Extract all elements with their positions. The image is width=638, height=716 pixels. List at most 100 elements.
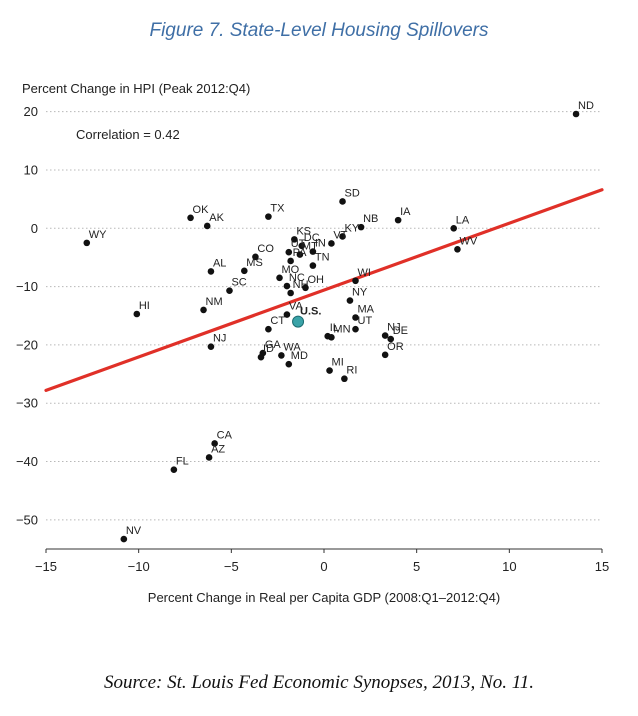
data-point	[302, 284, 309, 292]
data-point	[187, 214, 194, 222]
point-label: IN	[315, 238, 326, 250]
data-point	[357, 223, 365, 231]
point-label: MA	[358, 304, 375, 316]
x-axis-label: Percent Change in Real per Capita GDP (2…	[148, 590, 500, 605]
point-label: ID	[263, 343, 274, 355]
point-label: MS	[246, 257, 263, 269]
point-label: HI	[139, 300, 150, 312]
data-point	[298, 242, 306, 250]
data-point	[291, 236, 298, 243]
point-label: MT	[302, 241, 318, 253]
point-label: OK	[193, 204, 210, 216]
data-point	[120, 535, 128, 543]
point-label: CT	[270, 315, 285, 327]
data-point	[133, 310, 141, 318]
data-point	[285, 360, 293, 368]
point-label: PA	[293, 247, 308, 259]
point-label: NV	[126, 525, 142, 537]
y-tick-label: 0	[31, 221, 38, 236]
data-point	[572, 110, 580, 118]
data-point	[241, 267, 248, 275]
y-tick-label: −30	[16, 396, 38, 411]
point-label: RI	[346, 365, 357, 377]
data-point	[203, 222, 211, 230]
data-point	[339, 233, 346, 240]
data-point	[328, 240, 335, 247]
data-point	[352, 325, 359, 333]
x-tick-label: −10	[128, 559, 150, 574]
point-label: AL	[213, 257, 226, 269]
data-point	[346, 297, 354, 304]
point-label: KS	[296, 225, 311, 237]
point-label: UT	[358, 315, 373, 327]
data-point	[283, 282, 291, 290]
y-tick-label: −40	[16, 454, 38, 469]
figure-title: Figure 7. State-Level Housing Spillovers	[149, 20, 489, 41]
y-tick-label: −10	[16, 279, 38, 294]
fit-line-group	[44, 188, 604, 392]
data-point	[252, 253, 259, 261]
data-point	[352, 277, 359, 285]
point-label: NC	[289, 272, 305, 284]
point-label: AZ	[211, 443, 225, 455]
x-tick-label: −15	[35, 559, 57, 574]
point-label: OH	[307, 274, 324, 286]
point-label: MO	[282, 264, 300, 276]
correlation-annotation: Correlation = 0.42	[76, 127, 180, 142]
point-label: VT	[333, 229, 347, 241]
data-point	[200, 306, 207, 314]
point-label: AK	[209, 212, 224, 224]
x-tick-label: −5	[224, 559, 239, 574]
point-label: WY	[89, 229, 107, 241]
point-label: VA	[289, 301, 304, 313]
point-label: TN	[315, 252, 330, 264]
data-point	[211, 440, 218, 447]
data-point	[328, 334, 335, 341]
x-tick-label: 15	[595, 559, 609, 574]
point-label: MN	[333, 323, 350, 335]
data-point	[226, 287, 233, 294]
data-point	[170, 466, 178, 473]
point-label: NY	[352, 287, 368, 299]
data-point	[339, 198, 346, 205]
data-point	[381, 351, 389, 359]
data-point	[352, 314, 359, 321]
data-point	[454, 245, 461, 253]
data-point-us	[292, 315, 305, 328]
source-caption: Source: St. Louis Fed Economic Synopses,…	[103, 672, 535, 693]
point-label: TX	[270, 203, 285, 215]
point-label: SC	[231, 277, 246, 289]
point-label: KY	[345, 222, 360, 234]
point-label: UT	[291, 238, 306, 250]
point-label: OR	[387, 341, 404, 353]
point-label: NB	[363, 213, 378, 225]
point-label: MI	[332, 357, 344, 369]
x-tick-label: 0	[320, 559, 327, 574]
point-label: U.S.	[300, 306, 321, 318]
point-label: NM	[206, 296, 223, 308]
data-point	[287, 289, 294, 297]
point-label: IL	[330, 322, 339, 334]
point-label: NJ	[387, 322, 400, 334]
y-axis-label: Percent Change in HPI (Peak 2012:Q4)	[22, 81, 250, 96]
point-label: DC	[304, 232, 320, 244]
data-point	[83, 239, 91, 247]
y-tick-label: 20	[24, 104, 38, 119]
point-label: CO	[257, 243, 274, 255]
point-label: SD	[345, 187, 360, 199]
data-point	[381, 332, 389, 339]
point-label: IA	[400, 206, 411, 218]
point-label: LA	[456, 214, 470, 226]
data-point	[278, 352, 285, 359]
point-label: MD	[291, 350, 308, 362]
data-point	[257, 353, 265, 361]
data-point	[207, 343, 215, 350]
data-point	[326, 367, 333, 374]
data-point	[309, 248, 317, 255]
point-label: NJ	[213, 333, 226, 345]
point-label: WI	[358, 267, 371, 279]
data-point	[394, 216, 402, 224]
data-point	[207, 268, 215, 275]
